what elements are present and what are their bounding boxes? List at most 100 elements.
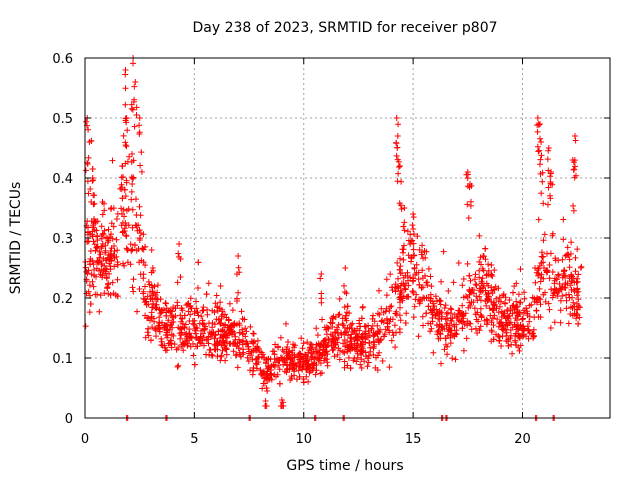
data-point [104,239,111,246]
data-point [413,291,420,298]
data-point [410,240,417,247]
data-point [223,346,230,353]
data-point [217,357,224,364]
data-point [341,282,347,289]
data-point [178,305,185,312]
data-point [149,284,156,291]
data-point [261,355,268,361]
data-point [179,339,186,346]
data-point [273,373,279,380]
data-point [393,139,400,146]
data-point [130,60,136,67]
data-point [243,328,250,335]
data-point [84,178,91,185]
data-point [137,162,144,169]
data-point [163,300,169,307]
data-point [575,296,582,303]
data-point [236,349,243,356]
data-point [331,329,338,336]
data-point [447,327,454,334]
data-point [569,294,575,301]
data-point [557,307,564,314]
data-point [218,353,225,360]
data-point [291,344,298,351]
data-point [196,337,203,344]
data-point [566,264,573,271]
data-point [102,268,109,275]
data-point [433,322,440,329]
data-point [261,368,267,375]
data-point [86,309,93,316]
data-point [370,351,377,358]
data-point [557,319,564,326]
data-point [103,234,110,241]
data-point [401,219,408,226]
data-point [304,366,311,373]
data-point [419,313,426,320]
data-point [111,263,118,270]
data-point [574,306,581,313]
data-point [155,323,162,330]
data-point [490,336,497,343]
data-point [438,360,444,367]
data-point [435,335,442,342]
data-point [539,253,546,260]
y-tick-label: 0.2 [52,292,73,307]
data-point [514,326,520,333]
data-point [99,272,106,279]
data-point [250,339,256,346]
data-point [420,322,426,329]
data-point [106,260,113,267]
data-point [300,379,307,386]
data-point [85,288,92,295]
data-point [108,245,115,252]
data-point [195,259,202,266]
data-point [476,232,483,239]
data-point [394,144,401,151]
data-point [395,170,402,177]
data-point [358,365,365,371]
data-point [491,287,498,293]
data-point [107,206,114,212]
data-point [90,177,97,184]
data-point [318,299,325,306]
data-point [563,292,570,298]
data-point [535,272,542,279]
data-point [487,312,494,319]
data-point [547,250,554,257]
data-point [123,115,130,121]
data-point [128,159,135,165]
data-point [322,337,329,343]
data-point [401,205,408,211]
data-point [451,333,458,340]
data-point [307,340,314,347]
data-point [379,358,386,364]
data-point [563,305,570,312]
data-point [512,339,519,345]
data-point [444,315,451,322]
data-point [394,259,401,266]
data-point [207,347,214,353]
data-point [396,312,403,319]
data-point [483,302,490,309]
data-point [260,380,267,387]
data-point [217,299,224,306]
data-point [575,288,582,295]
data-point [468,326,475,333]
data-point [295,351,302,358]
data-point [455,260,462,266]
data-point [577,264,584,271]
data-point [495,323,502,330]
data-point [560,216,567,223]
data-point [376,329,383,336]
data-point [517,299,524,306]
data-point [389,329,396,336]
data-point [232,333,239,340]
data-point [364,355,371,362]
data-point [134,308,140,315]
data-point [442,316,449,323]
data-point [159,307,166,314]
data-point [174,363,181,370]
data-point [440,248,447,255]
data-point [494,316,501,323]
